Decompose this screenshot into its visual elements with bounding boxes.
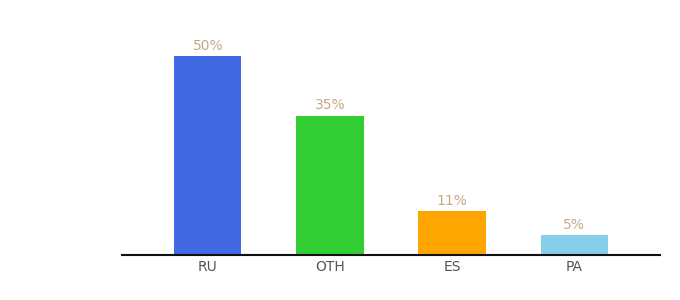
Bar <box>418 211 486 255</box>
Bar <box>541 235 608 255</box>
Text: 5%: 5% <box>563 218 585 232</box>
Text: 35%: 35% <box>315 98 345 112</box>
Text: 11%: 11% <box>437 194 467 208</box>
Text: 50%: 50% <box>192 39 223 53</box>
Bar <box>296 116 364 255</box>
Bar <box>174 56 241 255</box>
